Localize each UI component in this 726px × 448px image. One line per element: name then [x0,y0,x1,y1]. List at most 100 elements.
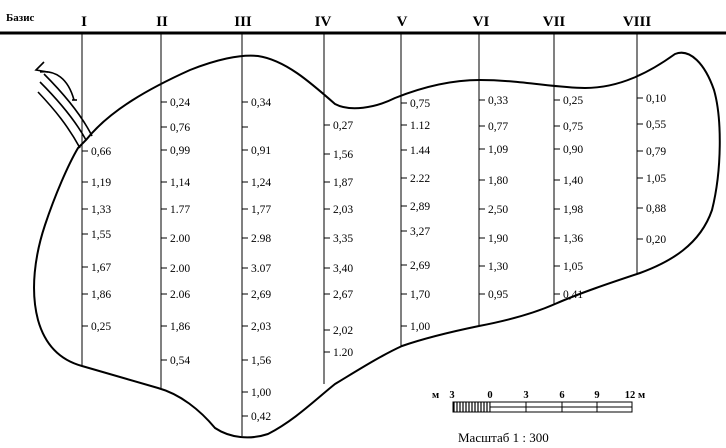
depth-value: 1,70 [410,289,430,301]
depth-value: 0,24 [170,97,190,109]
profile-label-4: IV [315,14,332,30]
stream-bank-2 [43,73,93,137]
depth-value: 1,05 [646,173,666,185]
depth-value: 2.00 [170,233,190,245]
depth-value: 1,33 [91,204,111,216]
depth-value: 1,09 [488,144,508,156]
depth-values: 0,66 1,19 1,33 1,55 1,67 1,86 0,25 0,24 0,76 0,99… [82,93,666,423]
depth-value: 0,75 [563,121,583,133]
depth-value: 0,42 [251,411,271,423]
profile-label-2: II [156,14,168,30]
profile-labels: I II III IV V VI VII VIII [81,14,651,30]
depth-value: 0,99 [170,145,190,157]
depth-value: 0,76 [170,122,190,134]
depth-value: 1,67 [91,262,111,274]
depth-value: 1,98 [563,204,583,216]
flow-arrowhead [34,61,49,73]
depth-value: 1.12 [410,120,430,132]
depth-value: 0,90 [563,144,583,156]
depth-value: 2,02 [333,325,353,337]
depth-value: 2,89 [410,201,430,213]
depth-value: 2,69 [251,289,271,301]
profile-label-3: III [234,14,252,30]
depth-value: 1.77 [170,204,190,216]
depth-value: 1.44 [410,145,430,157]
scale-tick-label: 3 [523,390,528,401]
depth-value: 1,87 [333,177,353,189]
depth-value: 1,80 [488,175,508,187]
depth-value: 2,67 [333,289,353,301]
depth-value: 1,40 [563,175,583,187]
depth-value: 1,30 [488,261,508,273]
depth-value: 2.22 [410,173,430,185]
profile-label-5: V [397,14,408,30]
depth-value: 2.98 [251,233,271,245]
depth-value: 3,27 [410,226,430,238]
depth-value: 1,36 [563,233,583,245]
depth-value: 3,35 [333,233,353,245]
depth-value: 0,33 [488,95,508,107]
depth-value: 2.00 [170,263,190,275]
stream-bank-1 [39,81,87,141]
profile-label-1: I [81,14,87,30]
scale-hatched-segment [452,401,491,413]
depth-value: 1.20 [333,347,353,359]
depth-value: 0,34 [251,97,271,109]
profile-label-7: VII [543,14,566,30]
depth-value: 1,77 [251,204,271,216]
profile-lines [81,33,638,436]
scale-unit-right: м [638,390,645,401]
depth-value: 1,86 [91,289,111,301]
stream-bank-3 [37,91,81,149]
depth-value: 0,66 [91,146,111,158]
depth-value: 0,88 [646,203,666,215]
depth-value: 1,19 [91,177,111,189]
depth-value: 0,95 [488,289,508,301]
depth-value: 1,56 [251,355,271,367]
depth-value: 1,90 [488,233,508,245]
depth-value: 1,14 [170,177,190,189]
depth-value: 2,03 [333,204,353,216]
lake-outline [33,51,721,439]
depth-value: 0,55 [646,119,666,131]
depth-value: 3.07 [251,263,271,275]
scale-unit-left: м [432,390,439,401]
depth-value: 1,05 [563,261,583,273]
depth-value: 1,24 [251,177,271,189]
depth-value: 0,77 [488,121,508,133]
scale-tick-label: 0 [487,390,492,401]
depth-value: 0,54 [170,355,190,367]
depth-value: 1,00 [251,387,271,399]
inflow-stream [34,61,93,149]
depth-value: 0,91 [251,145,271,157]
scale-tick-label: 6 [559,390,564,401]
depth-value: 0,25 [563,95,583,107]
depth-value: 0,27 [333,120,353,132]
depth-value: 2,03 [251,321,271,333]
scale-tick-label: 9 [594,390,599,401]
profile-label-6: VI [473,14,490,30]
scale-tick-label: 3 [449,390,454,401]
depth-value: 0,75 [410,98,430,110]
depth-value: 0,20 [646,234,666,246]
depth-value: 2.06 [170,289,190,301]
scale-bar: м м 3 0 3 6 9 12 Масштаб 1 : 300 [432,390,645,445]
depth-value: 1,56 [333,149,353,161]
depth-value: 0,41 [563,289,583,301]
depth-value: 0,25 [91,321,111,333]
scale-caption: Масштаб 1 : 300 [458,430,549,445]
scale-tick-labels: 3 0 3 6 9 12 [449,390,635,401]
depth-value: 1,55 [91,229,111,241]
depth-value: 3,40 [333,263,353,275]
depth-value: 1,00 [410,321,430,333]
depth-value: 0,10 [646,93,666,105]
scale-tick-label: 12 [625,390,636,401]
depth-value: 2,50 [488,204,508,216]
depth-value: 0,79 [646,146,666,158]
basis-label: Базис [6,12,35,24]
depth-value: 1,86 [170,321,190,333]
profile-label-8: VIII [623,14,652,30]
depth-value: 2,69 [410,260,430,272]
